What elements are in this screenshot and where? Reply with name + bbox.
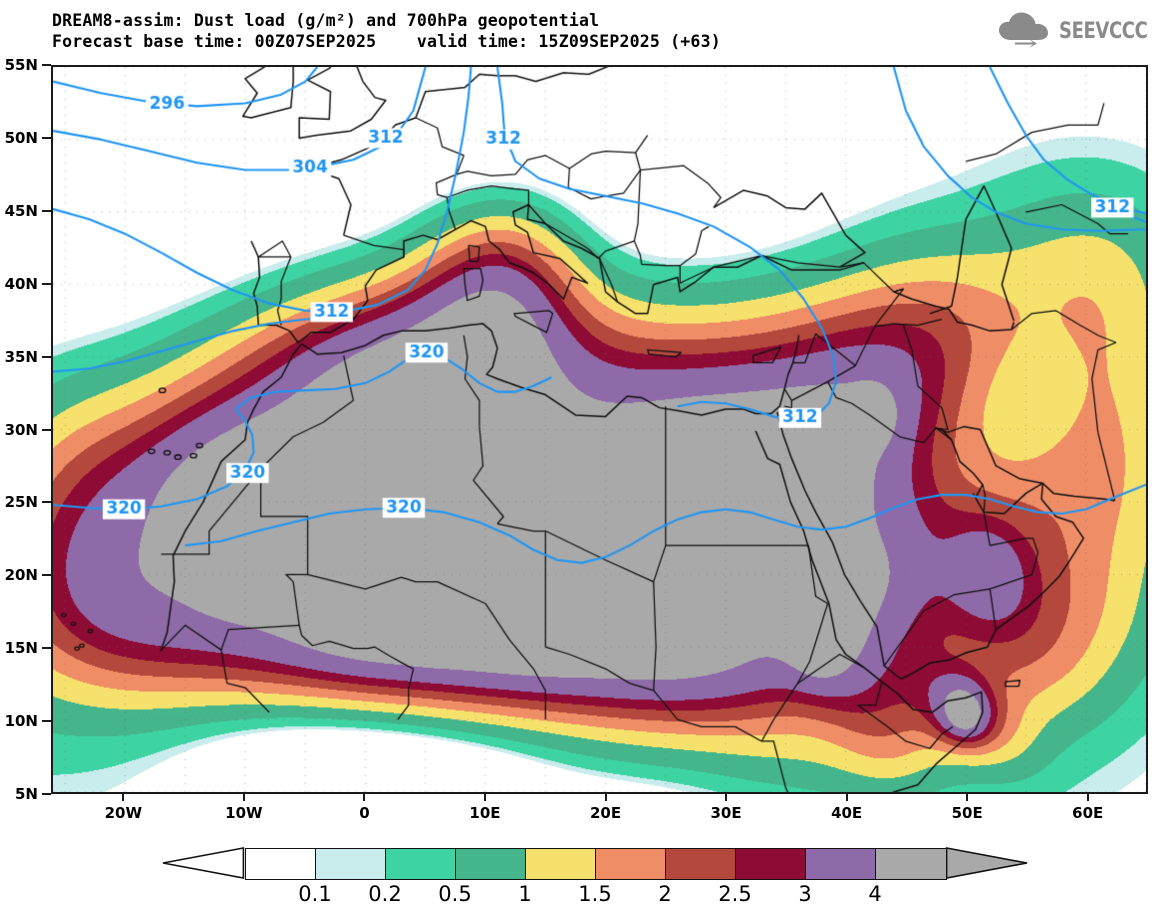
y-axis-label: 15N <box>4 639 38 658</box>
colorbar-segment <box>246 849 316 879</box>
y-axis-tick <box>42 282 51 285</box>
colorbar-segment <box>316 849 386 879</box>
colorbar-extend-arrows <box>162 847 1028 879</box>
y-axis-label: 30N <box>4 420 38 439</box>
y-axis-label: 25N <box>4 493 38 512</box>
logo-text: SEEVCCC <box>1059 19 1148 44</box>
map-plot-area <box>51 65 1148 794</box>
colorbar-tick-label: 0.5 <box>438 882 472 906</box>
dust-load-map-canvas <box>53 67 1146 792</box>
colorbar-tick-label: 2 <box>658 882 672 906</box>
x-axis-label: 30E <box>710 804 742 822</box>
colorbar-segment <box>386 849 456 879</box>
y-axis-tick <box>42 720 51 723</box>
y-axis-label: 55N <box>4 56 38 74</box>
x-axis-tick <box>363 794 366 801</box>
y-axis-tick <box>42 793 51 795</box>
y-axis-tick <box>42 501 51 504</box>
colorbar-swatches <box>245 848 947 880</box>
colorbar-segment <box>736 849 806 879</box>
x-axis-label: 50E <box>951 804 983 822</box>
x-axis-tick <box>1086 794 1089 801</box>
colorbar-segment <box>876 849 946 879</box>
x-axis-label: 10E <box>469 804 501 822</box>
x-axis-tick <box>604 794 607 801</box>
colorbar-segment <box>456 849 526 879</box>
y-axis-label: 35N <box>4 347 38 366</box>
colorbar-segment <box>526 849 596 879</box>
y-axis-label: 5N <box>15 785 38 803</box>
colorbar-tick-label: 0.2 <box>368 882 402 906</box>
y-axis-tick <box>42 355 51 358</box>
colorbar-tick-label: 4 <box>868 882 882 906</box>
x-axis-tick <box>966 794 969 801</box>
colorbar-tick-label: 1 <box>518 882 532 906</box>
x-axis-label: 40E <box>831 804 863 822</box>
x-axis-tick <box>483 794 486 801</box>
y-axis-tick <box>42 64 51 66</box>
colorbar-segment <box>806 849 876 879</box>
y-axis-label: 50N <box>4 128 38 147</box>
x-axis-tick <box>242 794 245 801</box>
y-axis-tick <box>42 574 51 577</box>
y-axis-label: 40N <box>4 274 38 293</box>
y-axis-label: 10N <box>4 712 38 731</box>
x-axis-tick <box>122 794 125 801</box>
x-axis-label: 20W <box>104 804 143 822</box>
forecast-time-subtitle: Forecast base time: 00Z07SEP2025 valid t… <box>52 32 721 51</box>
y-axis-tick <box>42 136 51 139</box>
x-axis-tick <box>845 794 848 801</box>
y-axis-label: 45N <box>4 201 38 220</box>
page-title: DREAM8-assim: Dust load (g/m²) and 700hP… <box>52 11 600 30</box>
colorbar: 0.1 0.2 0.5 1 1.5 2 2.5 3 4 <box>0 840 1165 907</box>
x-axis-tick <box>725 794 728 801</box>
y-axis-tick <box>42 647 51 650</box>
colorbar-tick-label: 0.1 <box>298 882 332 906</box>
colorbar-segment <box>666 849 736 879</box>
chart-header: DREAM8-assim: Dust load (g/m²) and 700hP… <box>0 0 1165 62</box>
y-axis-label: 20N <box>4 566 38 585</box>
seevccc-logo: SEEVCCC <box>997 10 1157 56</box>
colorbar-tick-label: 3 <box>798 882 812 906</box>
colorbar-tick-label: 1.5 <box>578 882 612 906</box>
y-axis-tick <box>42 209 51 212</box>
cloud-wind-icon <box>999 12 1048 48</box>
colorbar-tick-label: 2.5 <box>718 882 752 906</box>
x-axis-label: 0 <box>359 804 370 822</box>
colorbar-segment <box>596 849 666 879</box>
y-axis-tick <box>42 428 51 431</box>
x-axis-label: 20E <box>589 804 622 822</box>
x-axis-label: 10W <box>225 804 263 822</box>
x-axis-label: 60E <box>1072 804 1104 822</box>
